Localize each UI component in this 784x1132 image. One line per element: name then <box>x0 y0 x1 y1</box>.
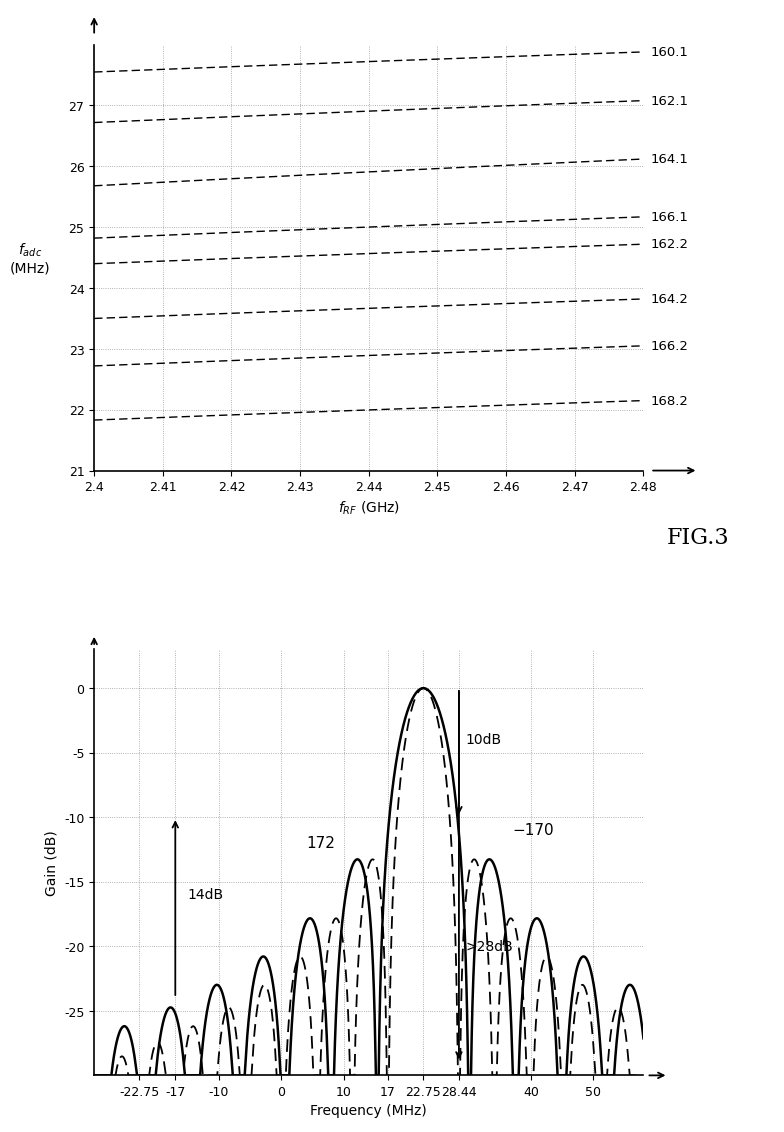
Text: 168.2: 168.2 <box>650 395 688 408</box>
Text: 166.1: 166.1 <box>650 211 688 224</box>
Text: 14dB: 14dB <box>187 887 223 902</box>
Text: 164.1: 164.1 <box>650 153 688 166</box>
Text: 172: 172 <box>306 835 335 851</box>
Text: −170: −170 <box>512 823 554 838</box>
Y-axis label: Gain (dB): Gain (dB) <box>45 830 59 895</box>
Text: 162.1: 162.1 <box>650 95 688 108</box>
Y-axis label: $f_{adc}$
(MHz): $f_{adc}$ (MHz) <box>9 241 50 275</box>
X-axis label: $f_{RF}$ (GHz): $f_{RF}$ (GHz) <box>337 499 400 516</box>
Text: 166.2: 166.2 <box>650 340 688 353</box>
Text: 164.2: 164.2 <box>650 293 688 306</box>
Text: 160.1: 160.1 <box>650 46 688 59</box>
Text: 10dB: 10dB <box>465 734 501 747</box>
Text: FIG.3: FIG.3 <box>666 526 729 548</box>
Text: >28dB: >28dB <box>465 940 513 953</box>
X-axis label: Frequency (MHz): Frequency (MHz) <box>310 1104 426 1117</box>
Text: 162.2: 162.2 <box>650 238 688 251</box>
